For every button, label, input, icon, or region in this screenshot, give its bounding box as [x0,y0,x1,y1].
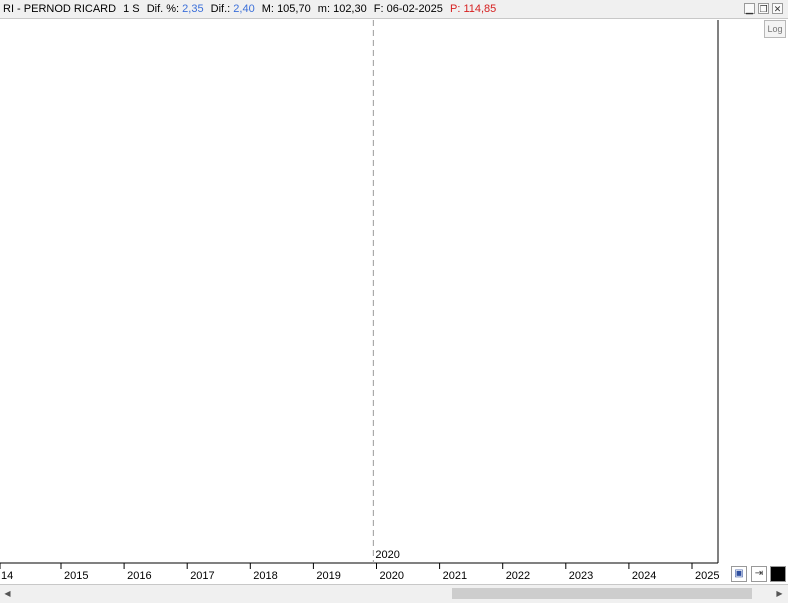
price-label: P: [449,3,461,15]
chart-header: RI - PERNOD RICARD 1 S Dif. %: 2,35 Dif.… [0,0,788,19]
x-tick-label: 2021 [443,570,467,582]
dif-pct-label: Dif. %: [146,3,180,15]
dif-pct-value: 2,35 [182,3,204,15]
min-value: 102,30 [333,3,367,15]
max-label: M: [261,3,274,15]
save-button[interactable]: ▣ [731,566,747,582]
close-icon: ✕ [773,4,782,14]
max-value: 105,70 [277,3,311,15]
instrument-name: RI - PERNOD RICARD [3,3,117,15]
scroll-right-icon[interactable]: ▶ [776,589,783,598]
date-label: F: [373,3,384,15]
x-tick-label: 2017 [190,570,214,582]
x-tick-label: 14 [1,570,13,582]
x-tick-label: 2022 [506,570,530,582]
cursor-date-label: 2020 [375,549,399,561]
x-tick-label: 2019 [316,570,340,582]
scroll-left-icon[interactable]: ◀ [4,589,11,598]
x-tick-label: 2016 [127,570,151,582]
min-label: m: [317,3,331,15]
date-value: 06-02-2025 [386,3,443,15]
save-icon: ▣ [734,568,744,579]
dif-label: Dif.: [210,3,231,15]
scroll-thumb[interactable] [452,588,752,599]
expand-icon: ⇥ [754,568,764,579]
x-tick-label: 2025 [695,570,719,582]
minimize-button[interactable]: ▁ [744,3,755,14]
x-tick-label: 2024 [632,570,656,582]
dif-value: 2,40 [233,3,255,15]
x-tick-label: 2018 [253,570,277,582]
period-label: 1 S [123,3,140,15]
restore-button[interactable]: ❐ [758,3,769,14]
price-value: 114,85 [463,3,497,15]
x-tick-label: 2020 [380,570,404,582]
expand-button[interactable]: ⇥ [751,566,767,582]
restore-icon: ❐ [759,4,768,14]
color-swatch[interactable] [770,566,786,582]
x-tick-label: 2023 [569,570,593,582]
scrollbar[interactable]: ◀ ▶ [0,584,788,603]
close-button[interactable]: ✕ [772,3,783,14]
log-scale-button[interactable]: Log [764,20,786,38]
x-tick-label: 2015 [64,570,88,582]
minimize-icon: ▁ [746,4,753,14]
